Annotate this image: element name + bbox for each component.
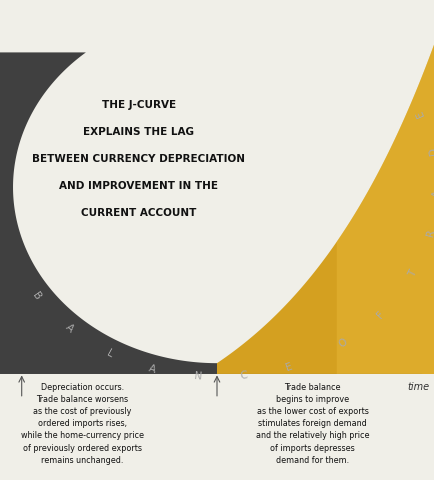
Text: E: E bbox=[414, 108, 426, 118]
Text: N: N bbox=[194, 371, 202, 382]
Text: R: R bbox=[425, 228, 434, 238]
Text: O: O bbox=[337, 336, 350, 349]
Polygon shape bbox=[0, 52, 217, 393]
Text: AND IMPROVEMENT IN THE: AND IMPROVEMENT IN THE bbox=[59, 180, 218, 191]
Text: time: time bbox=[408, 382, 430, 392]
Text: A: A bbox=[148, 363, 158, 375]
Text: B: B bbox=[30, 290, 43, 302]
Text: CURRENT ACCOUNT: CURRENT ACCOUNT bbox=[81, 208, 197, 217]
Polygon shape bbox=[217, 0, 434, 393]
Polygon shape bbox=[337, 0, 434, 393]
Text: C: C bbox=[240, 371, 248, 381]
Text: A: A bbox=[432, 190, 434, 198]
Text: THE J-CURVE: THE J-CURVE bbox=[102, 100, 176, 110]
Text: EXPLAINS THE LAG: EXPLAINS THE LAG bbox=[83, 127, 194, 137]
Text: E: E bbox=[284, 361, 293, 372]
Text: Trade balance
begins to improve
as the lower cost of exports
stimulates foreign : Trade balance begins to improve as the l… bbox=[256, 383, 369, 465]
Text: F: F bbox=[375, 309, 386, 320]
Text: T: T bbox=[408, 268, 419, 278]
Text: D: D bbox=[427, 146, 434, 156]
Text: BETWEEN CURRENCY DEPRECIATION: BETWEEN CURRENCY DEPRECIATION bbox=[33, 154, 245, 164]
Text: A: A bbox=[64, 323, 76, 335]
Text: Depreciation occurs.
Trade balance worsens
as the cost of previously
ordered imp: Depreciation occurs. Trade balance worse… bbox=[21, 383, 144, 465]
Text: L: L bbox=[105, 348, 115, 359]
